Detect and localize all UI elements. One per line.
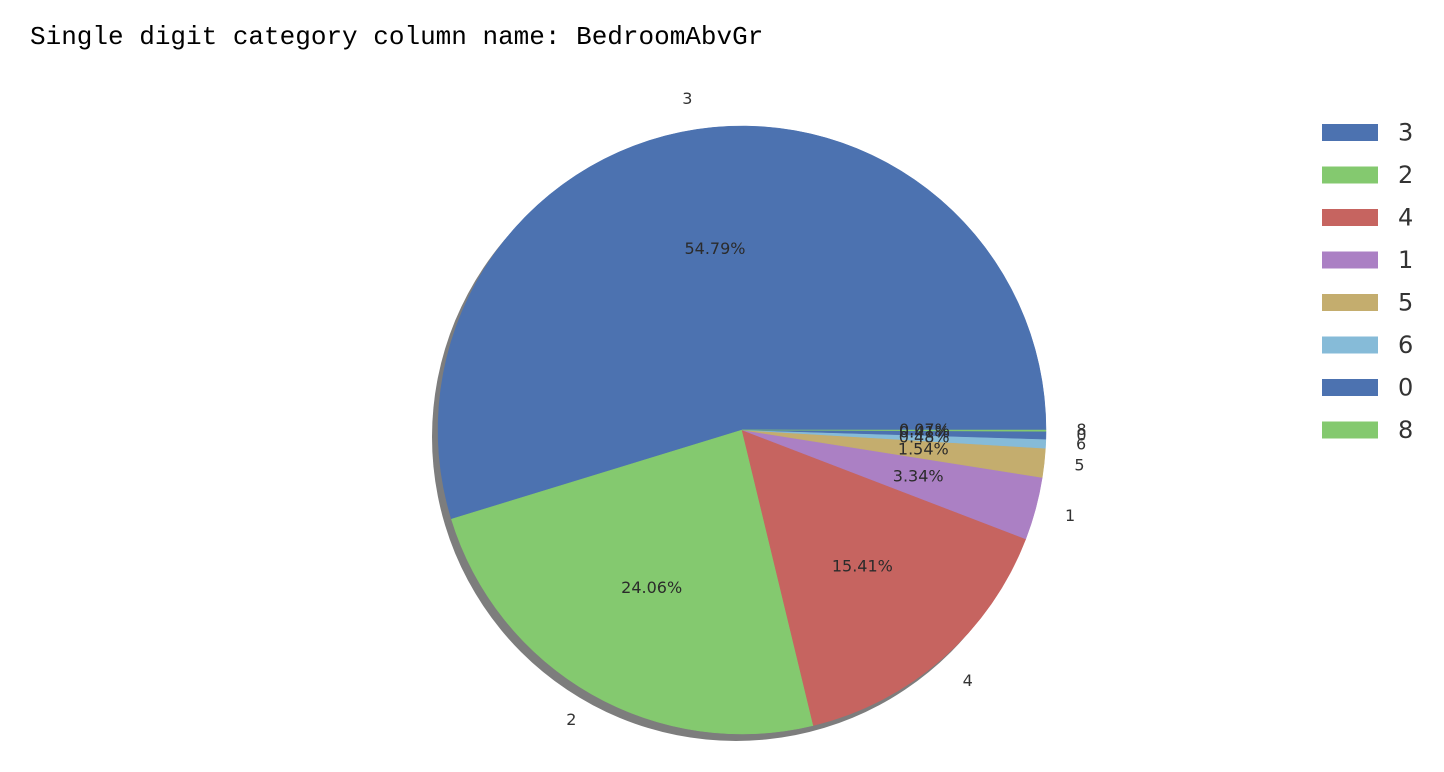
legend-label-5: 5	[1398, 289, 1413, 317]
legend-label-2: 2	[1398, 161, 1413, 189]
slice-label-5: 5	[1074, 456, 1084, 475]
slice-labels: 3 2 4 1 5 608	[566, 89, 1086, 729]
legend-label-0: 0	[1398, 374, 1413, 402]
pie-slice-4	[741, 429, 1027, 726]
legend-swatch-8	[1322, 421, 1378, 439]
pct-label-6: 0.48%	[899, 428, 950, 447]
legend-label-8: 8	[1398, 416, 1413, 444]
pct-label-1: 3.34%	[893, 467, 944, 486]
pct-label-2: 24.06%	[621, 578, 682, 597]
pie-slice-2	[451, 429, 814, 735]
pie-slice-3	[437, 125, 1047, 520]
slice-label-0: 0	[1076, 425, 1086, 444]
pie-slice-8	[741, 429, 1047, 432]
pct-label-4: 15.41%	[832, 557, 893, 576]
legend-swatch-0	[1322, 379, 1378, 396]
pie-slices	[437, 125, 1047, 735]
output-heading: Single digit category column name: Bedro…	[30, 22, 764, 52]
pct-label-5: 1.54%	[898, 439, 949, 458]
pct-label-8: 0.07%	[899, 420, 950, 439]
legend-swatch-1	[1322, 251, 1378, 269]
legend-swatch-2	[1322, 166, 1378, 184]
legend: 3 2 4 1 5 6 0 8	[1322, 119, 1413, 444]
legend-swatch-6	[1322, 336, 1378, 354]
slice-label-6: 6	[1076, 435, 1086, 454]
pct-label-0: 0.41%	[899, 423, 950, 442]
legend-swatch-5	[1322, 294, 1378, 311]
slice-label-1: 1	[1065, 506, 1075, 525]
slice-label-8: 8	[1076, 420, 1086, 439]
legend-label-6: 6	[1398, 331, 1413, 359]
pct-label-3: 54.79%	[684, 239, 745, 258]
legend-label-3: 3	[1398, 119, 1413, 147]
legend-label-4: 4	[1398, 204, 1413, 232]
slice-label-2: 2	[566, 710, 576, 729]
slice-label-4: 4	[963, 671, 973, 690]
legend-label-1: 1	[1398, 246, 1413, 274]
legend-swatch-4	[1322, 209, 1378, 226]
legend-swatch-3	[1322, 124, 1378, 141]
slice-label-3: 3	[682, 89, 692, 108]
percent-labels: 54.79% 24.06% 15.41% 3.34% 1.54%0.48%0.41%0.…	[621, 239, 950, 597]
